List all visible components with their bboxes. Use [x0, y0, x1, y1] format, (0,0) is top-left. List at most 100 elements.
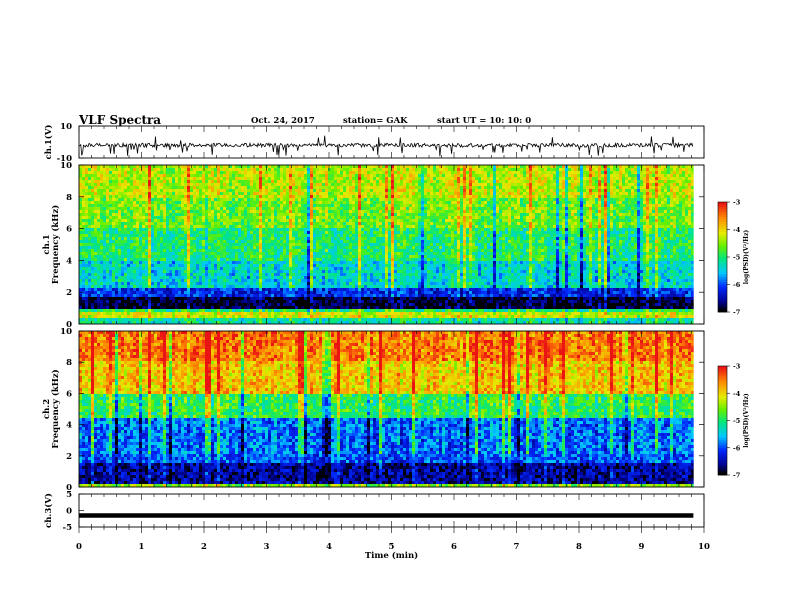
spectrogram-cell — [430, 165, 433, 168]
spectrogram-cell — [130, 195, 133, 198]
spectrogram-cell — [520, 201, 523, 204]
spectrogram-cell — [265, 174, 268, 177]
spectrogram-cell — [445, 177, 448, 180]
spectrogram-cell — [637, 204, 640, 207]
spectrogram-cell — [205, 180, 208, 183]
spectrogram-cell — [358, 198, 361, 201]
spectrogram-cell — [412, 213, 415, 216]
spectrogram-cell — [514, 168, 517, 171]
spectrogram-cell — [307, 165, 310, 168]
spectrogram-cell — [217, 234, 220, 237]
spectrogram-cell — [328, 174, 331, 177]
spectrogram-cell — [613, 177, 616, 180]
spectrogram-cell — [106, 219, 109, 222]
spectrogram-cell — [580, 183, 583, 186]
spectrogram-cell — [667, 186, 670, 189]
spectrogram-cell — [346, 198, 349, 201]
spectrogram-cell — [172, 171, 175, 174]
spectrogram-cell — [283, 216, 286, 219]
spectrogram-cell — [535, 213, 538, 216]
spectrogram-cell — [553, 177, 556, 180]
spectrogram-cell — [685, 165, 688, 168]
spectrogram-cell — [340, 189, 343, 192]
spectrogram-cell — [640, 198, 643, 201]
spectrogram-cell — [691, 174, 694, 177]
spectrogram-cell — [409, 213, 412, 216]
spectrogram-cell — [292, 195, 295, 198]
spectrogram-cell — [682, 225, 685, 228]
spectrogram-cell — [187, 198, 190, 201]
spectrogram-cell — [157, 228, 160, 231]
spectrogram-cell — [475, 216, 478, 219]
spectrogram-cell — [484, 168, 487, 171]
spectrogram-cell — [226, 171, 229, 174]
spectrogram-cell — [604, 186, 607, 189]
spectrogram-cell — [307, 216, 310, 219]
spectrogram-cell — [667, 222, 670, 225]
spectrogram-cell — [283, 228, 286, 231]
spectrogram-cell — [217, 198, 220, 201]
spectrogram-cell — [205, 231, 208, 234]
spectrogram-cell — [550, 174, 553, 177]
spectrogram-cell — [94, 201, 97, 204]
spectrogram-cell — [382, 219, 385, 222]
spectrogram-cell — [418, 216, 421, 219]
spectrogram-cell — [619, 219, 622, 222]
spectrogram-cell — [568, 210, 571, 213]
spectrogram-cell — [319, 180, 322, 183]
spectrogram-cell — [646, 207, 649, 210]
spectrogram-cell — [577, 198, 580, 201]
spectrogram-cell — [97, 237, 100, 240]
spectrogram-cell — [331, 207, 334, 210]
spectrogram-cell — [256, 210, 259, 213]
spectrogram-cell — [85, 192, 88, 195]
spectrogram-cell — [607, 180, 610, 183]
spectrogram-cell — [616, 219, 619, 222]
spectrogram-cell — [349, 210, 352, 213]
spectrogram-cell — [247, 231, 250, 234]
spectrogram-cell — [304, 192, 307, 195]
spectrogram-cell — [415, 195, 418, 198]
spectrogram-cell — [154, 195, 157, 198]
spectrogram-cell — [664, 207, 667, 210]
spectrogram-cell — [685, 204, 688, 207]
spectrogram-cell — [148, 174, 151, 177]
spectrogram-cell — [382, 192, 385, 195]
spectrogram-cell — [490, 177, 493, 180]
spectrogram-cell — [457, 207, 460, 210]
spectrogram-cell — [88, 201, 91, 204]
spectrogram-cell — [340, 180, 343, 183]
spectrogram-cell — [151, 210, 154, 213]
spectrogram-cell — [145, 219, 148, 222]
spectrogram-cell — [670, 192, 673, 195]
spectrogram-cell — [373, 198, 376, 201]
spectrogram-cell — [124, 180, 127, 183]
spectrogram-cell — [160, 177, 163, 180]
spectrogram-cell — [340, 228, 343, 231]
spectrogram-cell — [223, 210, 226, 213]
spectrogram-cell — [223, 171, 226, 174]
spectrogram-cell — [418, 183, 421, 186]
spectrogram-cell — [580, 171, 583, 174]
spectrogram-cell — [94, 186, 97, 189]
spectrogram-cell — [448, 234, 451, 237]
spectrogram-cell — [253, 207, 256, 210]
spectrogram-cell — [208, 210, 211, 213]
spectrogram-cell — [292, 171, 295, 174]
spectrogram-cell — [652, 165, 655, 168]
spectrogram-cell — [307, 180, 310, 183]
spectrogram-cell — [589, 219, 592, 222]
spectrogram-cell — [220, 207, 223, 210]
spectrogram-cell — [487, 213, 490, 216]
spectrogram-cell — [346, 219, 349, 222]
spectrogram-cell — [184, 201, 187, 204]
spectrogram-cell — [265, 231, 268, 234]
spectrogram-cell — [148, 201, 151, 204]
spectrogram-cell — [181, 231, 184, 234]
spectrogram-cell — [568, 168, 571, 171]
spectrogram-cell — [274, 225, 277, 228]
spectrogram-cell — [685, 219, 688, 222]
spectrogram-cell — [379, 180, 382, 183]
spectrogram-cell — [346, 180, 349, 183]
spectrogram-cell — [154, 222, 157, 225]
